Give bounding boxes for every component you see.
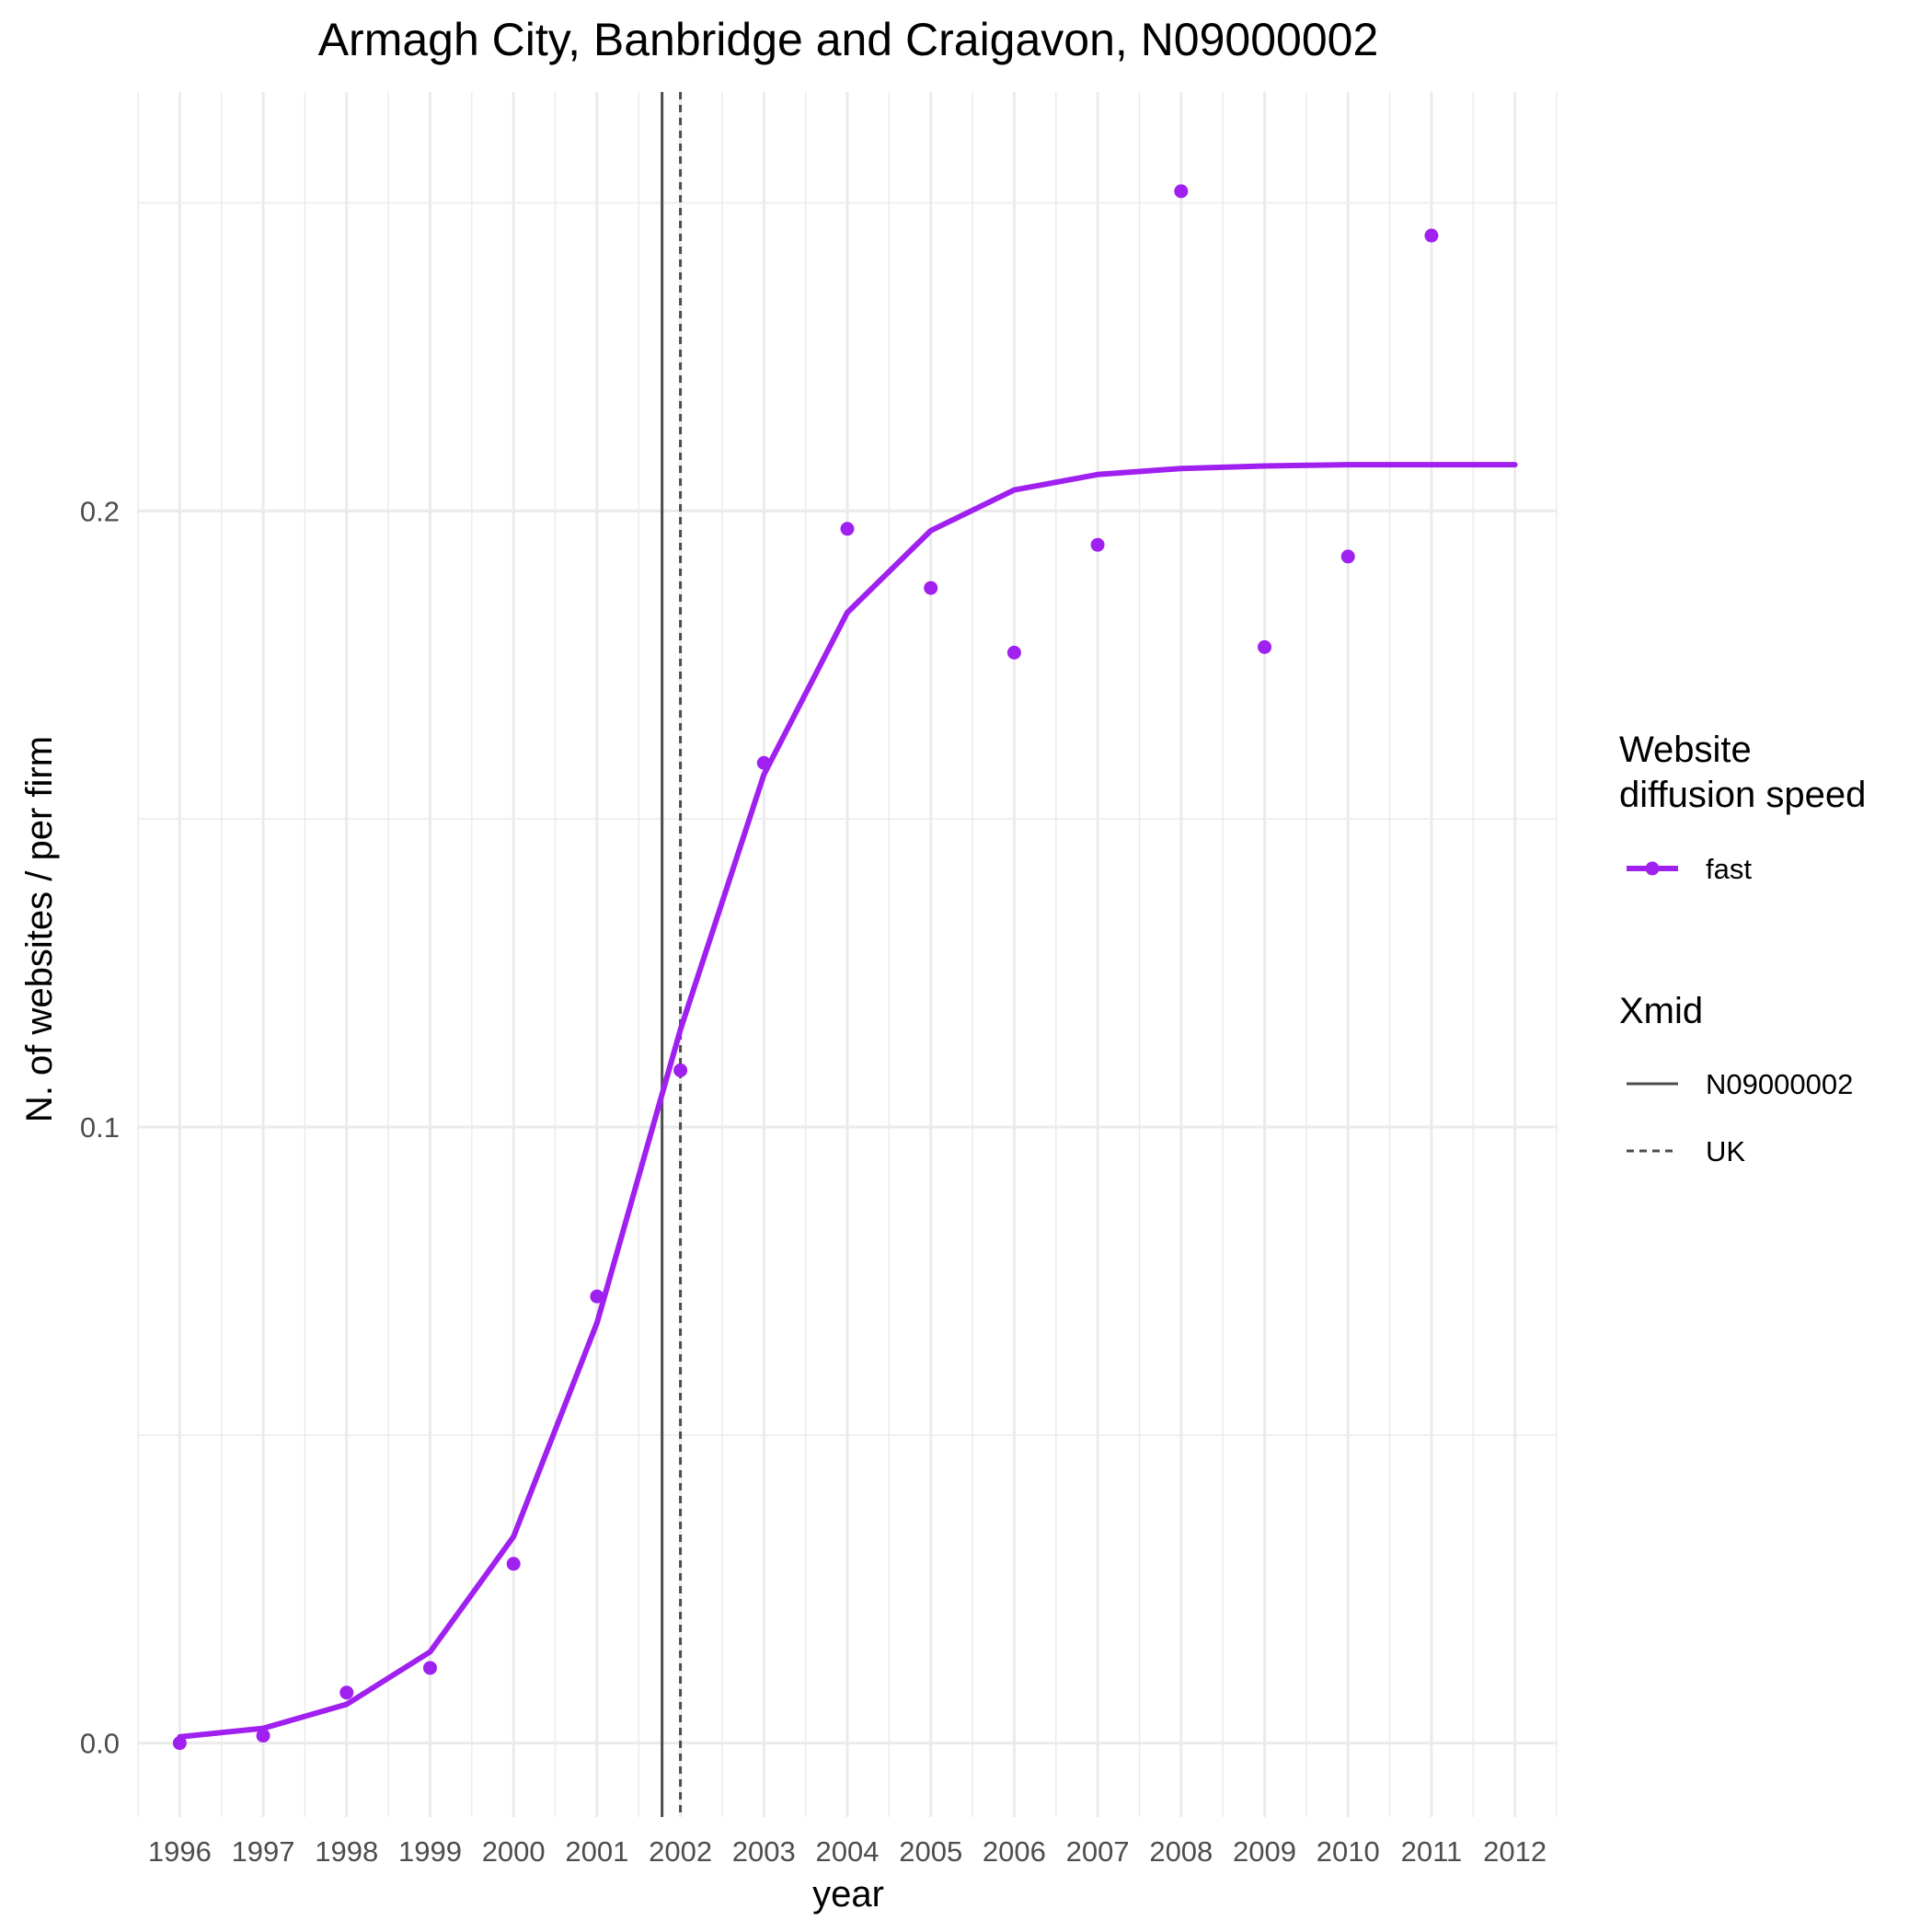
data-point xyxy=(673,1063,688,1077)
x-tick-label: 2001 xyxy=(565,1835,628,1868)
data-point xyxy=(172,1736,187,1751)
series-fast-fit-line xyxy=(177,462,1518,1740)
x-tick-label: 1999 xyxy=(398,1835,462,1868)
y-tick-label: 0.1 xyxy=(80,1111,120,1144)
legend-speed-title-line1: Website xyxy=(1619,730,1752,770)
legend-n09000002-label: N09000002 xyxy=(1706,1068,1853,1100)
x-tick-label: 2005 xyxy=(899,1835,962,1868)
legend-fast-point xyxy=(1645,861,1660,876)
data-point xyxy=(924,581,938,595)
legend-speed-title-line2: diffusion speed xyxy=(1619,775,1866,815)
x-tick-label: 2010 xyxy=(1317,1835,1380,1868)
data-points xyxy=(172,184,1439,1751)
y-axis-title: N. of websites / per firm xyxy=(19,736,60,1122)
chart-title: Armagh City, Banbridge and Craigavon, N0… xyxy=(318,14,1379,65)
x-tick-label: 1998 xyxy=(315,1835,378,1868)
x-tick-label: 2006 xyxy=(983,1835,1046,1868)
x-tick-labels: 1996 1997 1998 1999 2000 2001 2002 2003 2004 2005… xyxy=(148,1835,1547,1868)
x-tick-label: 2009 xyxy=(1233,1835,1296,1868)
grid-minor xyxy=(137,92,1558,1817)
y-tick-label: 0.2 xyxy=(80,495,120,527)
data-point xyxy=(1258,639,1272,654)
x-tick-label: 2004 xyxy=(816,1835,880,1868)
data-point xyxy=(1006,645,1021,660)
data-point xyxy=(1424,228,1439,243)
legend-uk-label: UK xyxy=(1706,1135,1745,1167)
x-tick-label: 2011 xyxy=(1401,1835,1463,1868)
data-point xyxy=(1090,537,1105,552)
data-point xyxy=(256,1729,270,1743)
y-tick-labels: 0.0 0.1 0.2 xyxy=(80,495,120,1759)
x-tick-label: 2000 xyxy=(482,1835,546,1868)
legend-xmid-title: Xmid xyxy=(1619,991,1703,1031)
reference-lines xyxy=(661,92,683,1817)
x-tick-label: 2003 xyxy=(732,1835,796,1868)
data-point xyxy=(422,1661,437,1675)
legend-fast-label: fast xyxy=(1706,853,1752,885)
x-axis-title: year xyxy=(812,1874,884,1915)
data-point xyxy=(1340,549,1355,564)
data-point xyxy=(756,755,771,770)
x-tick-label: 2002 xyxy=(649,1835,712,1868)
data-point xyxy=(1174,184,1189,199)
fit-lines xyxy=(177,462,1518,1740)
x-tick-label: 1996 xyxy=(148,1835,212,1868)
y-tick-label: 0.0 xyxy=(80,1728,120,1760)
legend: Website diffusion speed fast Xmid N09000… xyxy=(1619,730,1866,1167)
grid-major xyxy=(138,92,1557,1817)
data-point xyxy=(506,1557,521,1571)
x-tick-label: 1997 xyxy=(232,1835,295,1868)
data-point xyxy=(339,1685,354,1700)
data-point xyxy=(840,522,855,536)
x-tick-label: 2012 xyxy=(1483,1835,1547,1868)
x-tick-label: 2007 xyxy=(1066,1835,1130,1868)
data-point xyxy=(590,1289,604,1304)
x-tick-label: 2008 xyxy=(1149,1835,1213,1868)
